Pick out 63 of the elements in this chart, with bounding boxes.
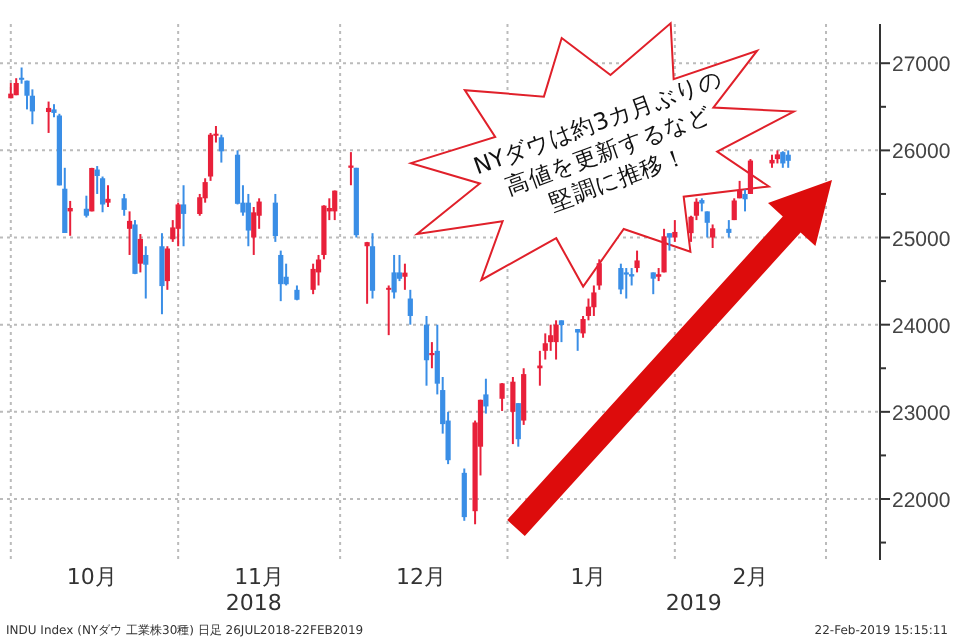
- candlestick: [164, 245, 170, 291]
- candlestick: [29, 88, 35, 126]
- x-tick-label: 10月: [66, 564, 117, 590]
- candlestick: [218, 133, 224, 164]
- candlestick: [407, 288, 413, 326]
- candlestick: [499, 382, 505, 412]
- text: 2019: [665, 590, 722, 616]
- candlestick: [483, 377, 489, 415]
- candlestick: [180, 184, 187, 248]
- candlestick: [105, 184, 111, 209]
- candlestick: [704, 210, 710, 239]
- candlestick: [45, 100, 52, 134]
- text: 2018: [225, 590, 282, 616]
- candlestick: [348, 151, 354, 187]
- candlestick: [747, 158, 754, 195]
- candlestick: [429, 341, 435, 370]
- x-tick-label: 12月: [396, 564, 447, 590]
- candlestick: [634, 249, 640, 274]
- candlestick: [575, 328, 581, 352]
- candlestick: [137, 233, 143, 274]
- candlestick: [672, 219, 678, 243]
- candlestick: [618, 262, 624, 296]
- candlestick: [661, 227, 667, 274]
- candlestick: [515, 402, 521, 448]
- candlestick: [121, 192, 127, 217]
- candlestick: [126, 210, 133, 256]
- candlestick: [623, 267, 629, 300]
- candlestick: [159, 232, 165, 316]
- candlestick: [83, 194, 89, 219]
- candlestick: [548, 323, 554, 352]
- annotation: NYダウは約3カ月ぶりの 高値を更新するなど 堅調に推移！: [469, 64, 726, 217]
- candlestick: [310, 262, 316, 296]
- candlestick: [650, 271, 656, 296]
- candlestick: [510, 375, 516, 446]
- candlestick: [553, 319, 559, 361]
- candlestick: [332, 189, 338, 222]
- candlestick: [521, 367, 527, 426]
- candlestick: [364, 240, 370, 305]
- y-tick-label: 24000: [892, 314, 951, 339]
- candlestick: [143, 245, 149, 300]
- candlestick: [251, 206, 257, 256]
- y-tick-label: 22000: [892, 488, 951, 513]
- candlestick: [245, 192, 251, 248]
- candlestick: [369, 232, 376, 300]
- x-tick-label: 11月: [234, 564, 285, 590]
- x-tick-label: 2月: [732, 564, 769, 590]
- y-tick-label: 27000: [892, 53, 951, 78]
- candlestick: [402, 262, 408, 291]
- x-tick-label: 1月: [570, 564, 607, 590]
- y-tick-label: 26000: [892, 140, 951, 165]
- candlestick: [207, 131, 214, 182]
- candlestick: [558, 319, 565, 344]
- candlestick: [272, 192, 278, 243]
- candlestick: [386, 284, 392, 337]
- candlestick: [742, 188, 748, 213]
- candlestick: [175, 201, 181, 248]
- candlestick: [391, 253, 397, 300]
- candlestick: [461, 467, 467, 522]
- y-tick-label: 25000: [892, 227, 951, 252]
- candlestick: [423, 314, 430, 387]
- y-tick-label: 23000: [892, 401, 951, 426]
- candlestick: [710, 223, 716, 249]
- candlestick: [278, 249, 284, 303]
